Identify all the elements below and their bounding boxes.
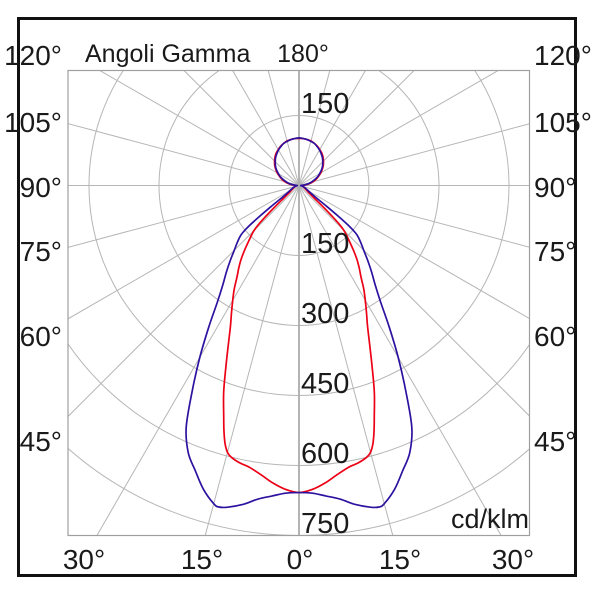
gamma-angle-label-left: 90°	[19, 172, 62, 203]
gamma-angle-label-left: 60°	[19, 321, 62, 352]
gamma-angle-label-bottom: 30°	[491, 544, 535, 575]
grid-ray	[183, 70, 300, 186]
gamma-angle-label-bottom: 30°	[62, 544, 106, 575]
gamma-angle-label-right: 90°	[534, 172, 577, 203]
grid-ray	[68, 185, 300, 418]
grid-ray	[298, 70, 500, 186]
grid-ray	[298, 185, 394, 536]
chart-title: Angoli Gamma	[85, 40, 251, 68]
blue-curve	[185, 137, 413, 509]
grid-ray	[96, 185, 300, 536]
gamma-angle-label-left: 45°	[19, 426, 62, 457]
gamma-angle-label-right: 60°	[534, 321, 577, 352]
grid-ray	[298, 185, 530, 417]
grid-ray	[298, 123, 530, 186]
grid-ray	[68, 123, 300, 186]
gamma-angle-label-right: 120°	[534, 40, 592, 71]
grid-circle	[68, 447, 530, 536]
grid-ray	[298, 70, 415, 186]
chart-frame	[17, 17, 577, 577]
gamma-angle-label-bottom: 15°	[378, 544, 422, 575]
grid-ray	[68, 185, 300, 248]
grid-ray	[298, 70, 331, 186]
radial-tick-label: 300	[301, 298, 350, 330]
intensity-curves	[185, 137, 413, 509]
radial-tick-label: 600	[301, 438, 350, 470]
grid-ray	[232, 70, 300, 186]
gamma-angle-label-right: 75°	[534, 236, 577, 267]
gamma-angle-label-left: 120°	[4, 40, 62, 71]
top-angle-label: 180°	[277, 40, 329, 68]
gamma-angle-label-right: 105°	[534, 107, 592, 138]
gamma-angle-label-left: 105°	[4, 107, 62, 138]
grid-ray	[298, 185, 530, 248]
unit-label: cd/klm	[450, 504, 529, 534]
grid-ray	[204, 185, 300, 536]
gamma-angle-label-bottom: 0°	[286, 544, 314, 575]
grid-ray	[298, 185, 530, 320]
grid-ray	[298, 185, 502, 536]
gamma-angle-label-left: 75°	[19, 236, 62, 267]
radial-tick-label: 750	[301, 508, 350, 540]
grid-ray	[298, 70, 366, 186]
grid-ray	[68, 185, 300, 320]
radial-tick-label: 150	[301, 228, 350, 260]
gamma-angle-label-bottom: 15°	[180, 544, 224, 575]
radial-tick-label: 450	[301, 368, 350, 400]
gamma-angle-label-right: 45°	[534, 426, 577, 457]
plot-area-border	[67, 69, 531, 537]
radial-tick-label-upper: 150	[301, 88, 350, 120]
grid-ray	[98, 70, 300, 186]
grid-ray	[267, 70, 300, 186]
